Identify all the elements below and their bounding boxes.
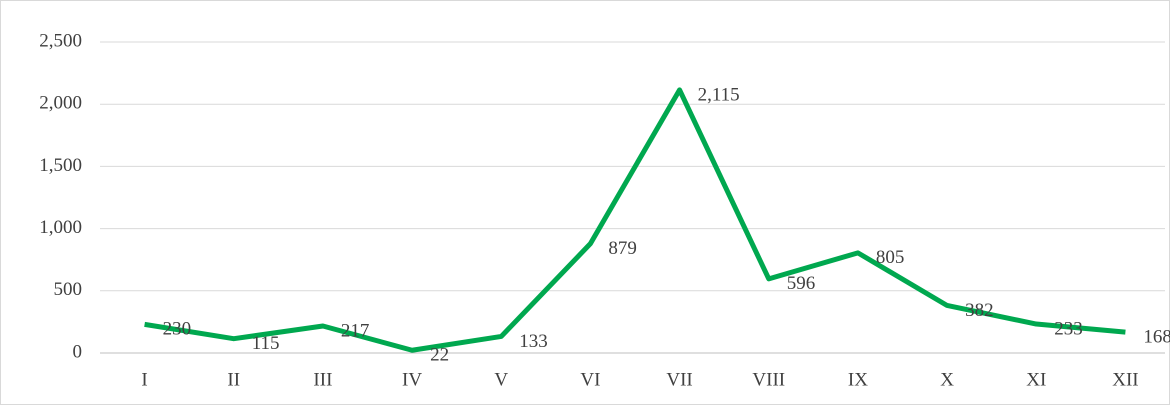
x-tick-label: VIII (752, 369, 785, 390)
x-tick-label: V (494, 369, 508, 390)
y-tick-label: 500 (54, 279, 83, 300)
y-tick-label: 2,000 (39, 93, 82, 114)
x-tick-label: I (141, 369, 147, 390)
data-label: 233 (1054, 318, 1083, 339)
x-tick-label: II (227, 369, 240, 390)
data-label: 805 (876, 247, 905, 268)
data-label: 2,115 (698, 84, 740, 105)
data-line (144, 87, 1126, 353)
x-tick-label: XI (1026, 369, 1046, 390)
data-label: 133 (519, 331, 548, 352)
x-tick-label: III (313, 369, 332, 390)
data-label: 115 (252, 333, 280, 354)
x-tick-label: IX (848, 369, 868, 390)
x-tick-label: VII (666, 369, 692, 390)
data-label: 879 (608, 238, 637, 259)
y-tick-label: 1,000 (39, 217, 82, 238)
x-tick-label: XII (1112, 369, 1138, 390)
x-tick-label: VI (580, 369, 600, 390)
data-label: 22 (430, 345, 449, 366)
data-label: 596 (787, 273, 816, 294)
data-label: 217 (341, 320, 370, 341)
x-tick-label: X (940, 369, 954, 390)
data-label: 168 (1143, 326, 1170, 347)
data-label: 230 (163, 319, 192, 340)
y-tick-label: 2,500 (39, 30, 82, 51)
x-tick-label: IV (402, 369, 422, 390)
data-label: 382 (965, 300, 994, 321)
y-tick-label: 0 (73, 341, 83, 362)
y-tick-label: 1,500 (39, 155, 82, 176)
